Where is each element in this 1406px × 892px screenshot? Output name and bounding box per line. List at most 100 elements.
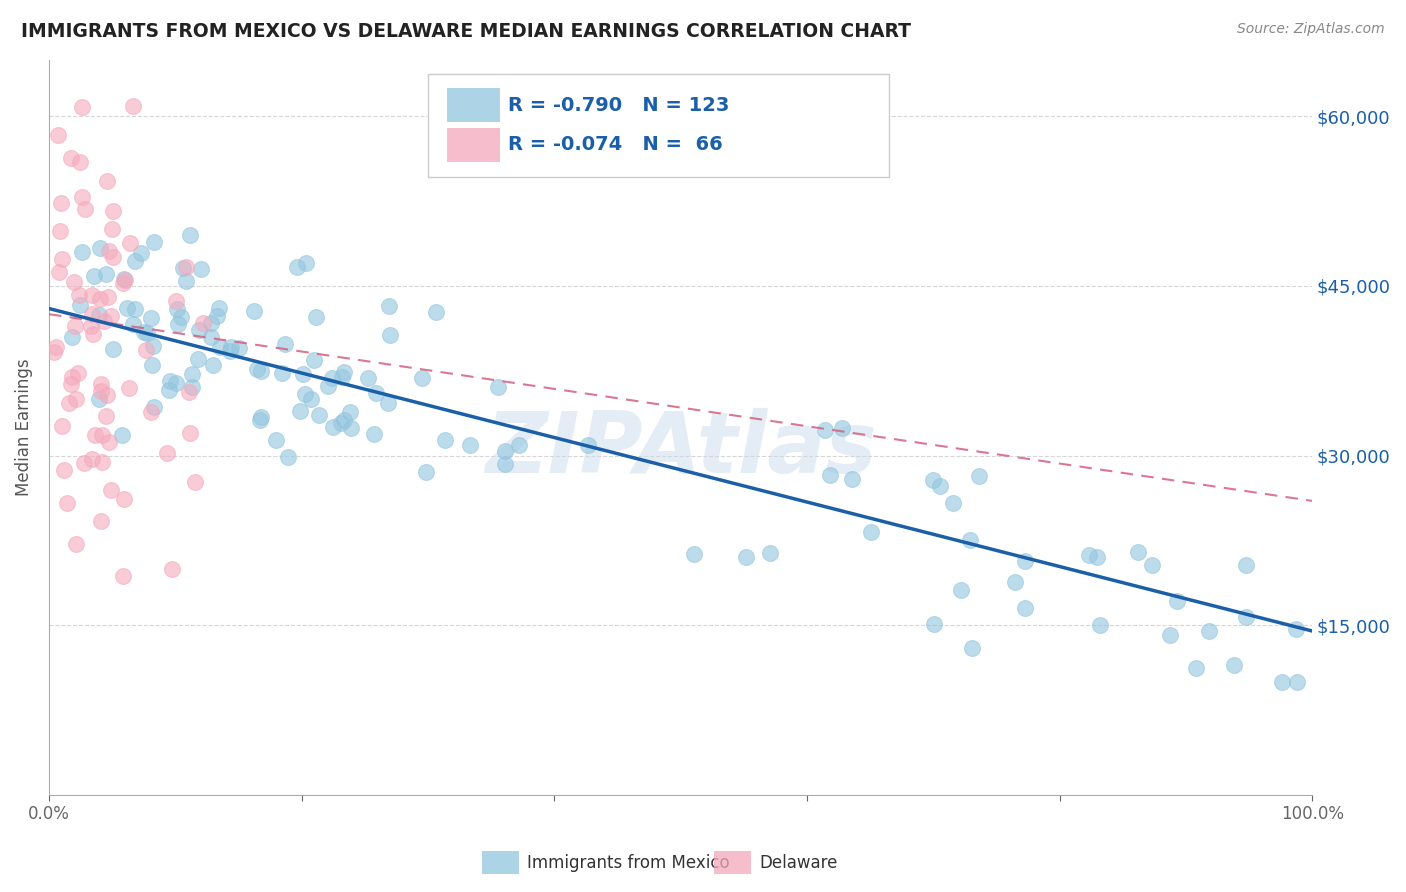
Point (378, 328, 401, 343)
Point (59, 151, 82, 165)
Point (1004, 574, 1026, 589)
Point (179, 425, 201, 440)
Point (83, 268, 105, 283)
Point (121, 317, 143, 331)
Point (246, 361, 269, 376)
Point (188, 323, 211, 337)
Point (66, 366, 89, 380)
Text: Source: ZipAtlas.com: Source: ZipAtlas.com (1237, 22, 1385, 37)
Point (1166, 594, 1188, 608)
Point (165, 294, 187, 309)
Point (111, 276, 134, 290)
Point (87, 392, 110, 407)
Point (82, 326, 104, 341)
Point (69, 298, 91, 312)
Point (924, 617, 946, 632)
Point (142, 400, 165, 414)
Point (160, 562, 183, 576)
Point (332, 370, 354, 384)
Point (1285, 622, 1308, 636)
Point (228, 341, 250, 355)
Point (91, 455, 114, 469)
Point (80, 318, 103, 333)
Point (1285, 674, 1308, 689)
Point (959, 533, 981, 547)
Point (103, 251, 125, 265)
Point (134, 325, 156, 339)
Point (169, 310, 191, 324)
Point (1198, 624, 1220, 638)
Point (51, 252, 73, 266)
Text: R = -0.074   N =  66: R = -0.074 N = 66 (508, 136, 723, 154)
Point (89, 308, 111, 322)
Point (135, 343, 157, 357)
Point (94, 267, 117, 281)
Point (156, 446, 179, 460)
Point (1159, 628, 1181, 642)
Point (249, 413, 271, 427)
Point (135, 326, 157, 341)
Point (51, 195, 73, 210)
Point (70, 190, 93, 204)
Point (112, 569, 135, 583)
Point (1088, 617, 1111, 632)
Point (818, 468, 841, 483)
Point (1223, 657, 1246, 672)
Point (166, 302, 188, 317)
Point (73, 202, 96, 216)
Point (316, 378, 339, 392)
Point (157, 384, 180, 398)
Point (142, 339, 165, 353)
Point (84, 428, 107, 442)
Point (139, 405, 162, 419)
Point (960, 640, 983, 655)
Point (115, 301, 138, 315)
Point (72, 100, 94, 114)
Point (56, 496, 79, 510)
Point (494, 457, 516, 471)
Point (112, 492, 135, 507)
Point (486, 380, 509, 394)
Point (82, 287, 104, 301)
Point (295, 256, 318, 270)
Point (250, 364, 273, 378)
Point (96, 388, 118, 402)
Point (191, 316, 214, 330)
Point (494, 443, 516, 458)
Point (304, 353, 326, 368)
Point (49, 224, 72, 238)
Point (294, 387, 316, 401)
Point (51, 419, 73, 434)
Point (508, 438, 530, 452)
Text: Immigrants from Mexico: Immigrants from Mexico (527, 854, 730, 871)
Point (425, 305, 447, 319)
Point (205, 310, 228, 324)
Point (60, 330, 83, 344)
Point (100, 309, 122, 323)
Point (274, 336, 297, 351)
Point (187, 352, 209, 367)
Point (94, 409, 117, 423)
Point (208, 301, 231, 316)
Point (1126, 545, 1149, 559)
Point (181, 368, 204, 382)
Point (89, 292, 111, 306)
Point (299, 392, 322, 407)
Point (90, 384, 112, 399)
Point (58, 396, 80, 410)
Point (176, 274, 198, 288)
Point (941, 496, 963, 510)
Point (101, 203, 124, 218)
Point (60, 369, 83, 384)
Point (167, 317, 190, 331)
Point (114, 273, 136, 287)
Point (184, 475, 207, 489)
Point (332, 413, 354, 427)
Point (112, 272, 135, 286)
Point (45, 340, 67, 354)
Point (82, 451, 104, 466)
Point (1014, 601, 1036, 615)
Point (89, 241, 111, 255)
Point (1234, 610, 1257, 624)
Point (73, 456, 96, 470)
